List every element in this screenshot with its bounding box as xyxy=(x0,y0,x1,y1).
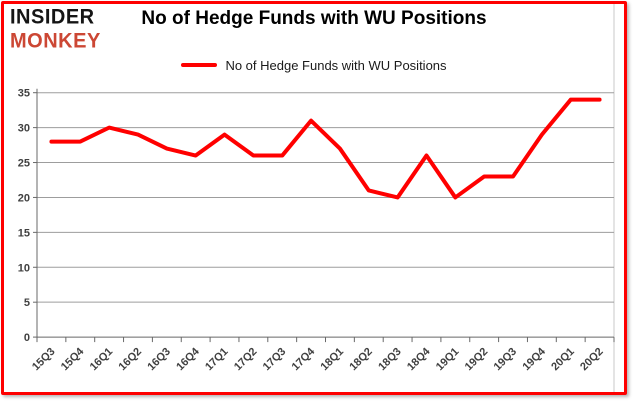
x-tick-label: 20Q2 xyxy=(578,346,606,374)
x-tick-label: 19Q3 xyxy=(492,346,520,374)
chart-frame: INSIDER MONKEY No of Hedge Funds with WU… xyxy=(1,1,627,395)
x-tick-label: 16Q1 xyxy=(88,346,116,374)
logo-line1: INSIDER xyxy=(10,6,95,29)
x-tick-label: 18Q3 xyxy=(376,346,404,374)
x-tick-label: 17Q2 xyxy=(232,346,260,374)
page-title: No of Hedge Funds with WU Positions xyxy=(141,8,487,29)
x-tick-label: 19Q1 xyxy=(434,346,462,374)
y-tick-label: 0 xyxy=(24,332,30,344)
y-tick-label: 20 xyxy=(18,192,30,204)
x-tick-label: 20Q1 xyxy=(549,346,577,374)
x-tick-label: 18Q4 xyxy=(405,345,433,373)
y-tick-label: 35 xyxy=(18,88,30,100)
legend: No of Hedge Funds with WU Positions xyxy=(4,57,624,73)
x-tick-label: 16Q2 xyxy=(117,346,145,374)
y-tick-label: 5 xyxy=(24,297,30,309)
x-tick-label: 16Q3 xyxy=(145,346,173,374)
y-tick-label: 30 xyxy=(18,123,30,135)
x-tick-label: 17Q1 xyxy=(203,346,231,374)
x-tick-label: 15Q3 xyxy=(30,346,58,374)
x-tick-label: 18Q2 xyxy=(347,346,375,374)
legend-label: No of Hedge Funds with WU Positions xyxy=(225,57,447,73)
x-tick-label: 17Q3 xyxy=(261,346,289,374)
legend-line-icon xyxy=(181,63,218,67)
x-tick-label: 19Q4 xyxy=(520,345,548,373)
y-tick-label: 15 xyxy=(18,227,30,239)
x-tick-label: 18Q1 xyxy=(319,346,347,374)
x-tick-label: 19Q2 xyxy=(463,346,491,374)
x-tick-label: 17Q4 xyxy=(290,345,318,373)
x-tick-label: 15Q4 xyxy=(59,345,87,373)
x-tick-label: 16Q4 xyxy=(174,345,202,373)
insider-monkey-logo: INSIDER MONKEY xyxy=(10,6,101,54)
series-line xyxy=(49,97,602,200)
y-tick-label: 10 xyxy=(18,262,30,274)
logo-line2: MONKEY xyxy=(10,29,101,53)
y-tick-label: 25 xyxy=(18,158,30,170)
